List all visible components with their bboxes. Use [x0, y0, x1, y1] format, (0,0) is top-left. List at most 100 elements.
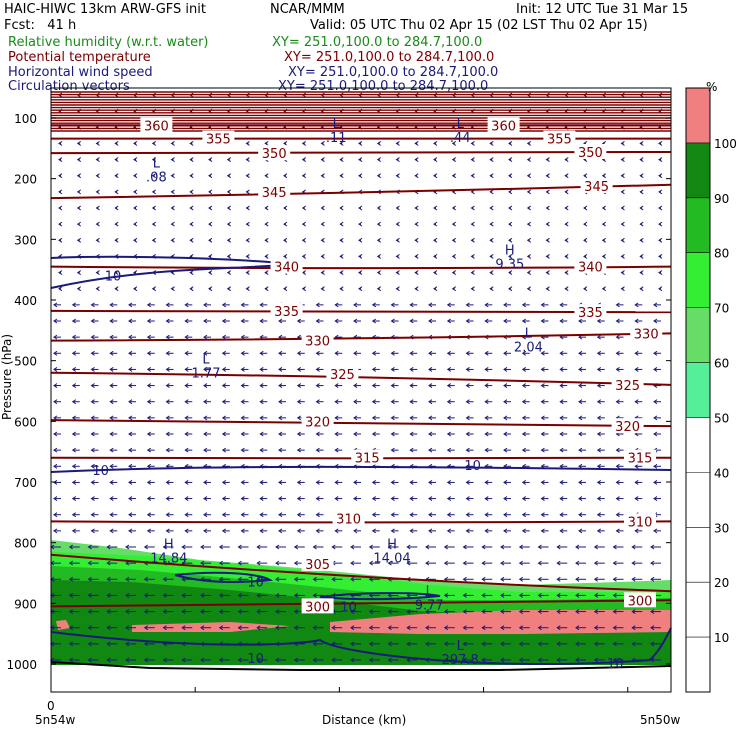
wind-vector-head: [601, 205, 607, 211]
wind-vector-head: [71, 350, 77, 356]
wind-vector-head: [170, 221, 175, 227]
wind-vector-head: [76, 221, 82, 227]
wind-vector-head: [146, 383, 152, 388]
wind-vector-head: [596, 528, 602, 534]
wind-vector-head: [208, 173, 213, 179]
wind-vector-head: [653, 431, 658, 437]
wind-vector-head: [240, 318, 245, 324]
wind-vector-head: [221, 415, 227, 421]
wind-vector-head: [462, 641, 467, 647]
wind-vector-head: [315, 528, 320, 534]
extremum-value: 14.04: [373, 552, 410, 567]
theta-label: 360: [144, 119, 169, 134]
wind-vector-head: [358, 286, 363, 292]
wind-vector-head: [315, 350, 320, 356]
wind-vector-head: [350, 609, 355, 614]
wind-vector-head: [95, 270, 100, 275]
colorbar-label: 100: [714, 137, 737, 151]
wind-vector-head: [146, 334, 152, 340]
wind-vector-head: [106, 576, 111, 582]
wind-vector-head: [109, 431, 114, 437]
colorbar-segment: [686, 582, 710, 638]
wind-vector-head: [339, 286, 344, 292]
wind-vector-head: [540, 302, 545, 308]
wind-vector-head: [245, 237, 250, 243]
y-tick-label: 900: [14, 597, 37, 611]
wind-vector-head: [181, 625, 186, 631]
wind-vector-head: [428, 399, 433, 405]
wind-vector-head: [540, 367, 545, 372]
wind-vector-head: [90, 383, 95, 388]
wind-vector-head: [583, 286, 588, 292]
wind-vector-head: [128, 512, 133, 518]
wind-vector-head: [545, 205, 550, 211]
wind-vector-head: [264, 286, 269, 292]
wind-vector-head: [489, 254, 494, 259]
wind-vector-head: [76, 189, 82, 195]
wind-vector-head: [500, 625, 505, 631]
wind-vector-head: [462, 576, 467, 582]
wind-vector-head: [76, 157, 82, 162]
wind-vector-head: [53, 463, 58, 469]
wind-vector-head: [245, 286, 250, 292]
model-title: HAIC-HIWC 13km ARW-GFS init: [4, 2, 206, 17]
wind-vector-head: [189, 173, 194, 179]
wind-vector-head: [245, 221, 250, 227]
wind-vector-head: [87, 625, 92, 631]
wind-vector-head: [53, 528, 58, 534]
wind-vector-head: [620, 270, 625, 275]
wind-vector-head: [133, 173, 138, 179]
wind-vector-head: [90, 302, 95, 308]
wind-vector-head: [371, 496, 377, 501]
theta-label-bg: [630, 325, 663, 341]
wind-vector-head: [526, 141, 532, 146]
wind-vector-head: [259, 350, 264, 356]
wind-vector-head: [503, 496, 508, 501]
wind-vector-head: [559, 302, 564, 308]
wind-vector-head: [451, 141, 457, 146]
wind-vector-head: [583, 221, 588, 227]
wind-vector-head: [203, 302, 208, 308]
wind-vector-head: [53, 302, 58, 308]
wind-vector-head: [283, 205, 288, 211]
wind-vector-head: [387, 625, 392, 631]
wind-vector-head: [143, 609, 149, 614]
wind-vector-head: [390, 496, 395, 501]
wind-vector-head: [334, 480, 339, 485]
wind-vector-head: [653, 480, 658, 485]
wind-vector-head: [390, 431, 395, 437]
wind-vector-head: [521, 447, 527, 453]
wind-vector-head: [165, 367, 170, 372]
wind-vector-head: [631, 544, 636, 550]
wind-vector-head: [221, 431, 227, 437]
wind-vector-head: [545, 173, 550, 179]
wind-vector-head: [189, 157, 194, 162]
wind-vector-head: [371, 399, 377, 405]
wind-vector-head: [451, 205, 457, 211]
wind-vector-head: [620, 141, 625, 146]
wind-vector-head: [237, 609, 242, 614]
wind-vector-head: [114, 221, 119, 227]
wind-vector-head: [125, 641, 130, 647]
wind-vector-head: [170, 141, 175, 146]
wind-vector-head: [371, 318, 377, 324]
wind-vector-head: [237, 625, 242, 631]
wind-vector-head: [409, 431, 414, 437]
wind-vector-head: [301, 141, 307, 146]
wind-vector-head: [58, 157, 63, 162]
wind-vector-head: [537, 657, 542, 663]
wind-vector-head: [484, 496, 489, 501]
wind-vector-head: [615, 318, 620, 324]
wind-vector-head: [71, 318, 77, 324]
wind-vector-head: [508, 189, 513, 195]
wind-vector-head: [259, 367, 264, 372]
wind-vector-head: [521, 399, 527, 405]
colorbar-segment: [686, 142, 710, 198]
wind-vector-head: [620, 237, 625, 243]
wind-vector-head: [395, 221, 400, 227]
wind-vector-head: [90, 399, 95, 405]
wind-contour-3: [319, 592, 441, 601]
wind-vector-head: [203, 512, 208, 518]
wind-vector-head: [240, 447, 245, 453]
y-tick-label: 700: [14, 476, 37, 490]
